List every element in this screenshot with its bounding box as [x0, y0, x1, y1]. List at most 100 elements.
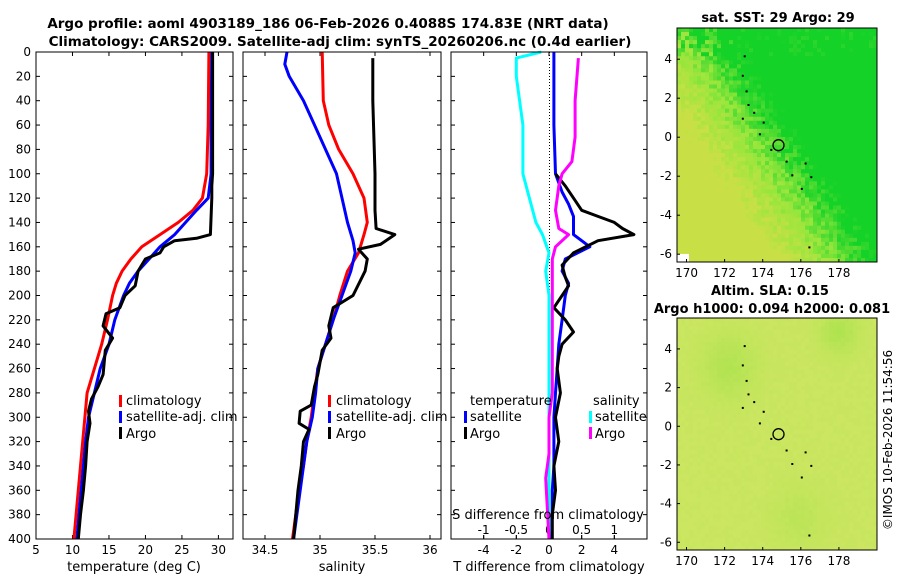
heatmap-cell [853, 104, 858, 110]
heatmap-cell [725, 406, 730, 411]
heatmap-cell [705, 362, 710, 367]
heatmap-cell [749, 498, 754, 503]
heatmap-cell [701, 466, 706, 471]
heatmap-cell [741, 382, 746, 387]
heatmap-cell [805, 209, 810, 214]
heatmap-cell [841, 32, 846, 37]
heatmap-cell [685, 104, 690, 110]
heatmap-cell [757, 382, 762, 387]
heatmap-cell [741, 249, 746, 255]
island-dot [808, 246, 811, 249]
heatmap-cell [725, 88, 730, 93]
heatmap-cell [681, 462, 686, 467]
heatmap-cell [689, 510, 694, 515]
heatmap-cell [809, 92, 814, 97]
heatmap-cell [769, 132, 774, 138]
heatmap-cell [749, 510, 754, 515]
heatmap-cell [753, 76, 758, 81]
heatmap-cell [713, 116, 718, 122]
heatmap-cell [729, 249, 734, 255]
heatmap-cell [721, 257, 726, 263]
heatmap-cell [721, 72, 726, 77]
heatmap-cell [697, 233, 702, 239]
heatmap-cell [773, 181, 778, 186]
heatmap-cell [845, 201, 850, 206]
heatmap-cell [829, 68, 834, 73]
heatmap-cell [869, 241, 874, 247]
heatmap-cell [725, 462, 730, 467]
heatmap-cell [865, 169, 870, 174]
heatmap-cell [821, 132, 826, 138]
heatmap-cell [757, 68, 762, 73]
heatmap-cell [685, 522, 690, 527]
heatmap-cell [821, 217, 826, 223]
heatmap-cell [737, 446, 742, 451]
heatmap-cell [873, 72, 878, 77]
heatmap-cell [765, 237, 770, 243]
heatmap-cell [721, 108, 726, 114]
heatmap-cell [693, 442, 698, 447]
heatmap-cell [769, 116, 774, 122]
heatmap-cell [769, 430, 774, 435]
heatmap-cell [697, 526, 702, 531]
heatmap-cell [765, 60, 770, 65]
heatmap-cell [705, 253, 710, 259]
heatmap-cell [829, 60, 834, 65]
heatmap-cell [701, 514, 706, 519]
heatmap-cell [693, 136, 698, 142]
heatmap-cell [777, 36, 782, 41]
heatmap-cell [765, 116, 770, 122]
heatmap-cell [677, 402, 682, 407]
heatmap-cell [829, 205, 834, 210]
heatmap-cell [697, 149, 702, 154]
heatmap-cell [789, 446, 794, 451]
heatmap-cell [725, 60, 730, 65]
heatmap-cell [681, 446, 686, 451]
heatmap-cell [793, 92, 798, 97]
heatmap-cell [717, 64, 722, 69]
heatmap-cell [817, 132, 822, 138]
heatmap-cell [845, 72, 850, 77]
heatmap-cell [833, 100, 838, 106]
heatmap-cell [761, 229, 766, 235]
heatmap-cell [745, 249, 750, 255]
series-line-temperature-argo [550, 172, 636, 539]
heatmap-cell [785, 506, 790, 511]
heatmap-cell [693, 478, 698, 483]
sst-map-title: sat. SST: 29 Argo: 29 [701, 11, 854, 26]
heatmap-cell [697, 40, 702, 45]
heatmap-cell [769, 209, 774, 214]
heatmap-cell [833, 177, 838, 182]
heatmap-cell [733, 494, 738, 499]
heatmap-cell [757, 104, 762, 110]
heatmap-cell [845, 48, 850, 53]
heatmap-cell [757, 173, 762, 178]
heatmap-cell [789, 414, 794, 419]
x-tick-label: -4 [478, 543, 490, 557]
heatmap-cell [757, 402, 762, 407]
heatmap-cell [697, 398, 702, 403]
y-tick-label: 20 [16, 69, 31, 83]
heatmap-cell [765, 165, 770, 170]
heatmap-cell [845, 213, 850, 219]
heatmap-cell [801, 173, 806, 178]
heatmap-cell [709, 249, 714, 255]
heatmap-cell [709, 128, 714, 134]
heatmap-cell [865, 257, 870, 263]
heatmap-cell [793, 362, 798, 367]
heatmap-cell [761, 128, 766, 134]
heatmap-cell [709, 44, 714, 49]
heatmap-cell [713, 100, 718, 106]
heatmap-cell [805, 245, 810, 251]
heatmap-cell [749, 378, 754, 383]
heatmap-cell [765, 406, 770, 411]
heatmap-cell [789, 430, 794, 435]
heatmap-cell [765, 241, 770, 247]
heatmap-cell [785, 120, 790, 126]
heatmap-cell [837, 185, 842, 190]
island-dot [747, 104, 750, 106]
heatmap-cell [693, 56, 698, 61]
heatmap-cell [693, 518, 698, 523]
heatmap-cell [845, 149, 850, 154]
heatmap-cell [709, 193, 714, 198]
